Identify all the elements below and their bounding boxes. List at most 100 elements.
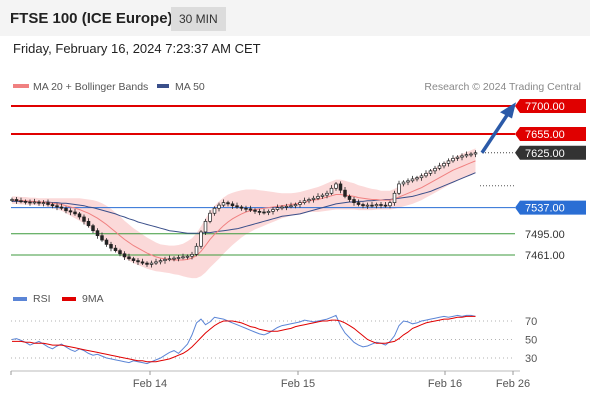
level-label-5: 7461.00 [525,250,565,262]
candle-body [343,189,347,197]
candle [181,253,185,260]
candle [41,200,46,207]
candle [302,197,307,205]
candle-body [257,211,262,213]
candle-body [262,211,266,214]
instrument-title: FTSE 100 (ICE Europe) [10,10,173,27]
candle [446,158,451,167]
candle [424,170,428,178]
timeframe-badge[interactable]: 30 MIN [171,7,226,31]
candle-body [347,196,352,200]
candle [316,193,320,201]
candle-body [158,260,163,263]
x-tick-label-2: Feb 16 [428,378,462,390]
candle-body [59,206,64,209]
candle-body [82,216,86,222]
copyright: Research © 2024 Trading Central [424,81,581,93]
candle-body [401,181,406,185]
candle [298,200,302,208]
candle [131,256,136,264]
candle [176,255,181,262]
candle [86,218,91,228]
candle-body [451,158,455,162]
chart-header: FTSE 100 (ICE Europe) 30 MIN [0,0,590,36]
candle [28,199,32,206]
candle [46,199,50,207]
candle [122,251,127,260]
candle-body [208,212,212,222]
candle-body [397,183,401,194]
ma20-line [12,160,476,261]
timestamp: Friday, February 16, 2024 7:23:37 AM CET [13,41,261,56]
candle [64,206,68,214]
candle [383,202,388,208]
candle-body [154,261,158,264]
legend-label-ma20: MA 20 + Bollinger Bands [33,81,148,93]
candle-body [10,199,14,201]
candle [388,200,392,209]
candle-body [302,200,307,203]
candle-body [41,202,46,204]
candle-body [163,259,167,261]
candle-body [379,204,383,206]
candle-body [383,204,388,207]
candle-body [172,257,176,260]
candle-body [55,205,59,208]
rsi-tick-label-50: 50 [525,335,537,347]
candle [329,185,334,196]
candle-body [14,199,19,202]
candle-body [428,170,433,174]
candle-body [176,257,181,259]
level-label-3: 7537.00 [525,203,565,215]
ma50-line [12,172,476,234]
candle [185,254,190,260]
candle-body [460,155,464,158]
forecast-arrow-head [500,102,516,119]
candle [347,194,352,203]
candle-body [50,204,55,207]
candle [460,153,464,161]
candle [469,152,473,158]
candle [208,210,212,224]
candle-body [122,253,127,258]
candle [163,256,167,264]
candle [109,241,113,252]
legend-label-rsi: RSI [33,293,51,305]
candle [37,200,41,206]
candle-body [221,202,226,206]
candle-body [73,211,77,215]
candle-body [410,178,415,182]
candle [50,202,55,209]
candle-body [113,247,118,251]
candle-body [32,201,37,204]
candle-body [316,196,320,199]
candle-body [28,201,32,204]
rsi-tick-label-30: 30 [525,353,537,365]
candle [451,155,455,163]
candle [370,202,374,208]
candle-body [424,172,428,177]
candle [239,205,244,211]
candle [226,200,230,207]
candle [91,223,95,234]
candle-body [298,202,302,205]
candle [172,256,176,262]
candle [199,230,203,249]
candle [235,202,239,209]
candle [284,203,289,211]
candle-body [361,204,365,207]
candle-body [235,205,239,208]
rsi-line [11,314,476,365]
candle [392,190,397,206]
candle-body [334,183,338,189]
candle-body [374,204,379,207]
rsi-legend: RSI 9MA [13,293,104,305]
candle [190,251,194,260]
candle [257,208,262,216]
level-label-4: 7495.00 [525,229,565,241]
legend-label-ma50: MA 50 [175,81,205,93]
candle-body [23,201,28,203]
candle-body [239,206,244,209]
candle [415,175,419,182]
candle-body [167,258,172,261]
